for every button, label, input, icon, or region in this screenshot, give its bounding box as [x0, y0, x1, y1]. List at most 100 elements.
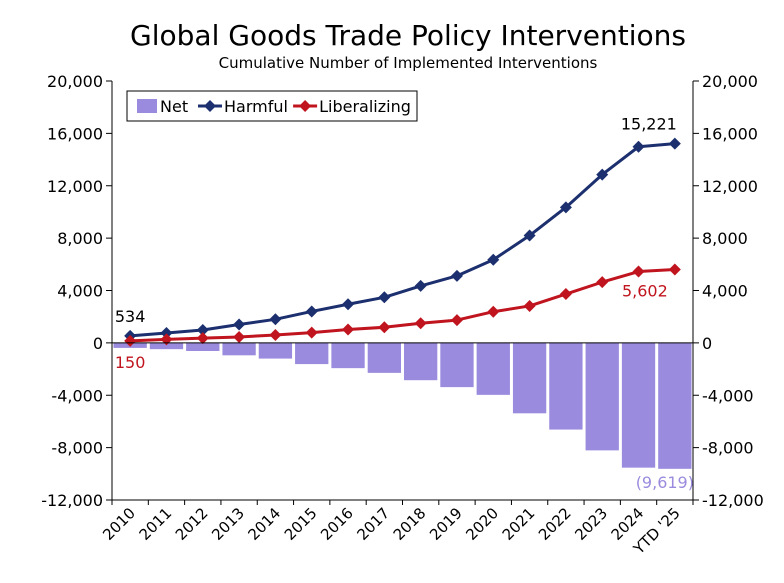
marker-liberalizing-10: [487, 305, 500, 318]
y-right-tick-label: 0: [702, 334, 712, 353]
legend-label-harmful: Harmful: [224, 97, 288, 116]
x-tick-label-1: 2011: [136, 504, 176, 544]
line-liberalizing: [130, 268, 675, 343]
marker-liberalizing-14: [632, 265, 645, 278]
x-tick-label-10: 2020: [462, 504, 502, 544]
bar-net-3: [222, 342, 256, 356]
x-tick-label-2: 2012: [172, 504, 212, 544]
marker-liberalizing-0: [124, 334, 137, 347]
marker-harmful-11: [523, 229, 536, 242]
y-left-tick-label: -8,000: [51, 439, 103, 458]
marker-liberalizing-1: [160, 333, 173, 346]
legend-box: [126, 90, 418, 122]
annotation-2: 15,221: [621, 115, 677, 134]
y-axis-right: -12,000 -8,000 -4,000 0 4,000 8,000 12,000 16,0…: [693, 72, 764, 510]
marker-liberalizing-3: [233, 330, 246, 343]
bar-net-13: [585, 342, 619, 451]
y-axis-left: -12,000 -8,000 -4,000 0 4,000 8,000 12,000 16,0…: [41, 72, 112, 510]
marker-harmful-6: [342, 298, 355, 311]
marker-harmful-9: [450, 269, 463, 282]
marker-liberalizing-11: [523, 299, 536, 312]
bar-net-10: [476, 342, 510, 395]
x-tick-label-9: 2019: [426, 504, 466, 544]
chart-subtitle: Cumulative Number of Implemented Interve…: [219, 54, 598, 72]
annotation-3: 5,602: [622, 282, 668, 301]
net-bars: [113, 342, 692, 469]
marker-liberalizing-12: [559, 288, 572, 301]
marker-harmful-4: [269, 313, 282, 326]
bar-net-9: [440, 342, 474, 388]
bar-net-6: [331, 342, 365, 369]
marker-harmful-1: [160, 327, 173, 340]
x-tick-label-8: 2018: [390, 504, 430, 544]
bar-net-14: [621, 342, 656, 468]
legend: Net Harmful Liberalizing: [126, 90, 418, 122]
marker-liberalizing-5: [305, 326, 318, 339]
data-annotations: 534 150 15,221 5,602 (9,619): [115, 115, 694, 492]
y-left-tick-label: 8,000: [57, 229, 103, 248]
marker-harmful-3: [233, 318, 246, 331]
x-tick-label-13: 2023: [571, 504, 611, 544]
marker-liberalizing-8: [414, 317, 427, 330]
y-right-tick-label: -8,000: [702, 439, 754, 458]
series-lines: [130, 142, 675, 343]
marker-liberalizing-2: [196, 332, 209, 345]
x-tick-label-12: 2022: [535, 504, 575, 544]
marker-liberalizing-13: [596, 276, 609, 289]
x-tick-label-6: 2016: [317, 504, 357, 544]
marker-harmful-14: [632, 140, 645, 153]
bar-net-4: [258, 342, 293, 359]
legend-marker-liberalizing: [299, 100, 312, 112]
marker-liberalizing-4: [269, 329, 282, 342]
legend-label-liberalizing: Liberalizing: [319, 97, 411, 116]
y-right-tick-label: 16,000: [702, 124, 758, 143]
marker-harmful-15: [668, 137, 681, 150]
y-left-tick-label: -4,000: [51, 386, 103, 405]
legend-label-net: Net: [160, 97, 188, 116]
x-axis: 2010201120122013201420152016201720182019…: [99, 500, 694, 558]
bar-net-1: [149, 342, 184, 350]
y-left-tick-label: 12,000: [47, 177, 103, 196]
series-markers: [124, 137, 681, 347]
marker-liberalizing-6: [342, 323, 355, 336]
marker-liberalizing-15: [668, 263, 681, 276]
y-right-tick-label: -4,000: [702, 386, 754, 405]
annotation-1: 150: [115, 353, 146, 372]
y-right-tick-label: 4,000: [702, 282, 748, 301]
marker-liberalizing-7: [378, 321, 391, 334]
marker-harmful-10: [487, 253, 500, 266]
line-harmful: [130, 142, 675, 338]
y-left-tick-label: 16,000: [47, 124, 103, 143]
y-left-tick-label: 20,000: [47, 72, 103, 91]
bar-net-15: [658, 342, 692, 469]
legend-marker-harmful: [204, 100, 216, 112]
marker-liberalizing-9: [450, 314, 463, 327]
marker-harmful-7: [378, 291, 391, 304]
chart-title: Global Goods Trade Policy Interventions: [130, 19, 686, 52]
y-left-tick-label: 0: [93, 334, 103, 353]
legend-swatch-net: [137, 99, 157, 113]
y-right-tick-label: -12,000: [702, 491, 764, 510]
marker-harmful-8: [414, 279, 427, 292]
x-tick-label-4: 2014: [245, 504, 285, 544]
x-tick-label-0: 2010: [99, 504, 139, 544]
annotation-0: 534: [115, 307, 146, 326]
y-right-tick-label: 12,000: [702, 177, 758, 196]
marker-harmful-5: [305, 305, 318, 318]
marker-harmful-13: [596, 168, 609, 181]
x-tick-label-3: 2013: [208, 504, 248, 544]
bar-net-5: [295, 342, 329, 365]
marker-harmful-2: [196, 324, 209, 337]
annotation-4: (9,619): [636, 473, 694, 492]
y-right-tick-label: 8,000: [702, 229, 748, 248]
bar-net-7: [367, 342, 401, 373]
x-tick-label-11: 2021: [499, 504, 539, 544]
bar-net-8: [404, 342, 438, 381]
x-tick-label-5: 2015: [281, 504, 321, 544]
y-right-tick-label: 20,000: [702, 72, 758, 91]
y-left-tick-label: 4,000: [57, 282, 103, 301]
bar-net-2: [186, 342, 220, 351]
marker-harmful-12: [559, 201, 572, 214]
bar-net-12: [549, 342, 583, 430]
